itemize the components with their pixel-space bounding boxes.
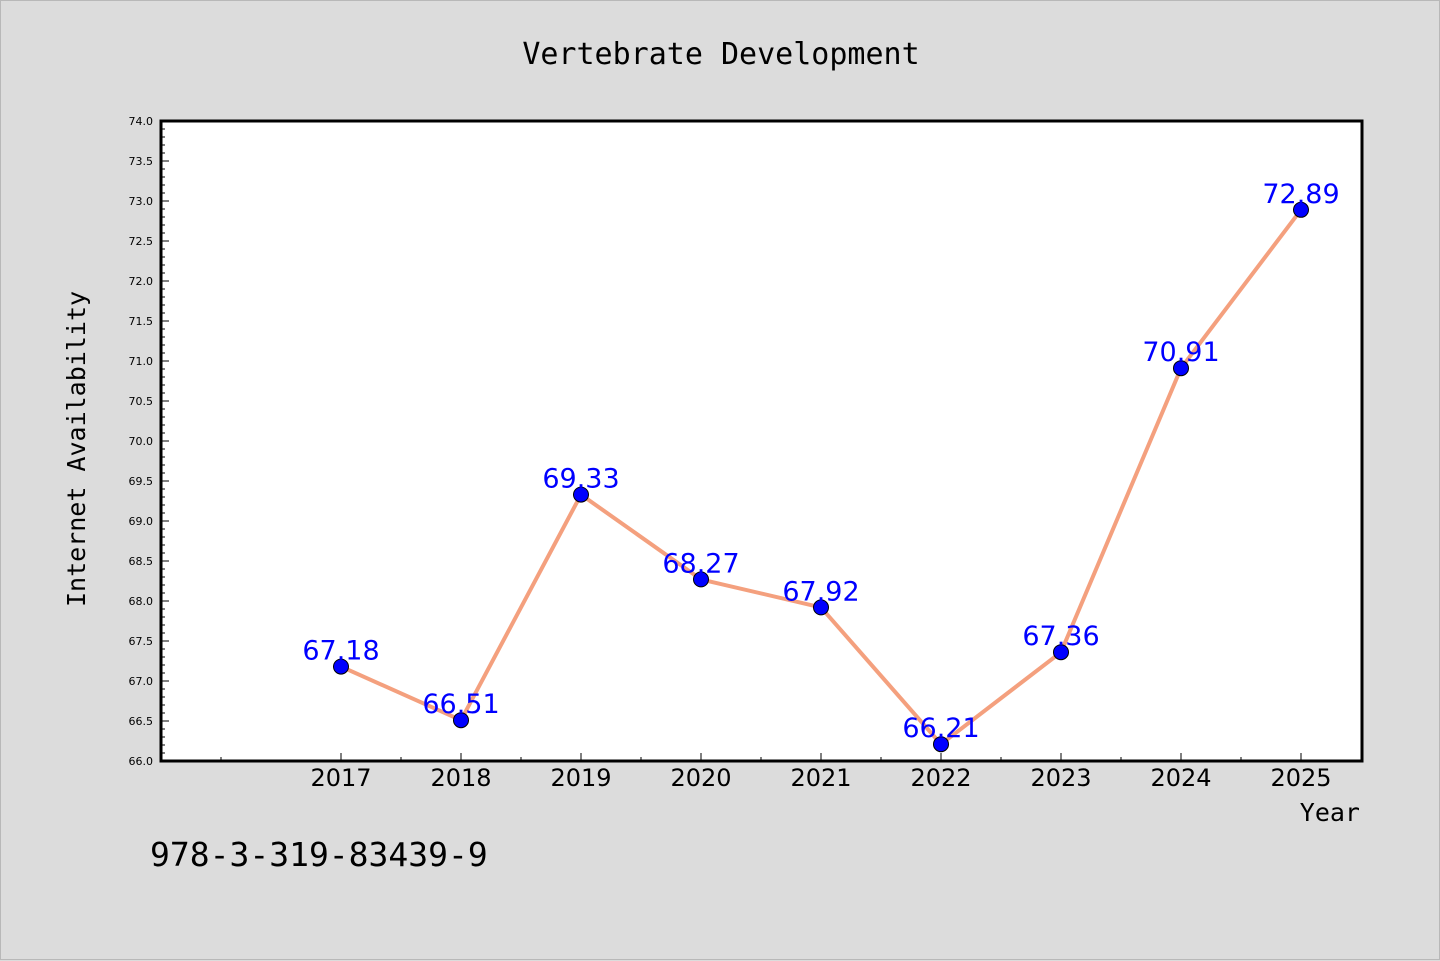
y-tick-label: 70.5 [129,395,154,408]
y-tick-label: 69.5 [129,475,154,488]
data-point-marker [1293,201,1309,218]
y-tick-label: 69.0 [129,515,154,528]
y-tick-label: 67.5 [129,635,154,648]
data-point-marker [1173,360,1189,377]
y-tick-label: 73.5 [129,155,154,168]
x-tick-label: 2023 [1030,764,1091,792]
y-tick-label: 68.5 [129,555,154,568]
x-tick-label: 2022 [910,764,971,792]
data-label: 66.21 [902,713,979,744]
x-tick-label: 2021 [790,764,851,792]
data-point-marker [1053,644,1069,661]
y-tick-label: 73.0 [129,195,154,208]
data-label: 67.36 [1022,621,1099,652]
y-tick-label: 68.0 [129,595,154,608]
chart-title: Vertebrate Development [522,37,919,72]
x-tick-label: 2019 [550,764,611,792]
x-tick-label: 2018 [430,764,491,792]
y-tick-label: 66.0 [129,755,154,768]
data-point-marker [933,736,949,753]
y-tick-label: 66.5 [129,715,154,728]
x-tick-label: 2025 [1270,764,1331,792]
x-axis: 2017 2018 2019 2020 2021 2022 2023 2024 2025 [220,753,1332,792]
isbn-text: 978-3-319-83439-9 [150,835,488,874]
x-tick-label: 2024 [1150,764,1211,792]
x-tick-label: 2020 [670,764,731,792]
y-tick-label: 71.0 [129,355,154,368]
data-point-marker [573,486,589,503]
data-point-marker [813,599,829,616]
data-label: 67.18 [302,636,379,667]
data-label: 69.33 [542,464,619,495]
y-axis-title: Internet Availability [62,291,91,607]
y-axis: 66.0 66.5 67.0 67.5 68.0 68.5 69.0 69.5 70.0 70.5… [129,115,169,768]
data-label: 72.89 [1262,179,1339,210]
x-axis-title: Year [1300,798,1360,827]
data-label: 70.91 [1142,337,1219,368]
data-point-marker [693,571,709,588]
y-tick-label: 74.0 [129,115,154,128]
data-label: 67.92 [782,576,859,607]
y-tick-label: 72.5 [129,235,154,248]
data-point-marker [333,658,349,675]
y-tick-label: 70.0 [129,435,154,448]
x-tick-label: 2017 [310,764,371,792]
data-label: 66.51 [422,689,499,720]
data-labels: 67.18 66.51 69.33 68.27 67.92 66.21 67.36 70.91… [302,179,1339,744]
y-tick-label: 72.0 [129,275,154,288]
data-label: 68.27 [662,548,739,579]
plot-area [159,119,1364,763]
y-tick-label: 71.5 [129,315,154,328]
series-line-group [333,201,1309,753]
data-point-marker [453,712,469,729]
y-tick-label: 67.0 [129,675,154,688]
